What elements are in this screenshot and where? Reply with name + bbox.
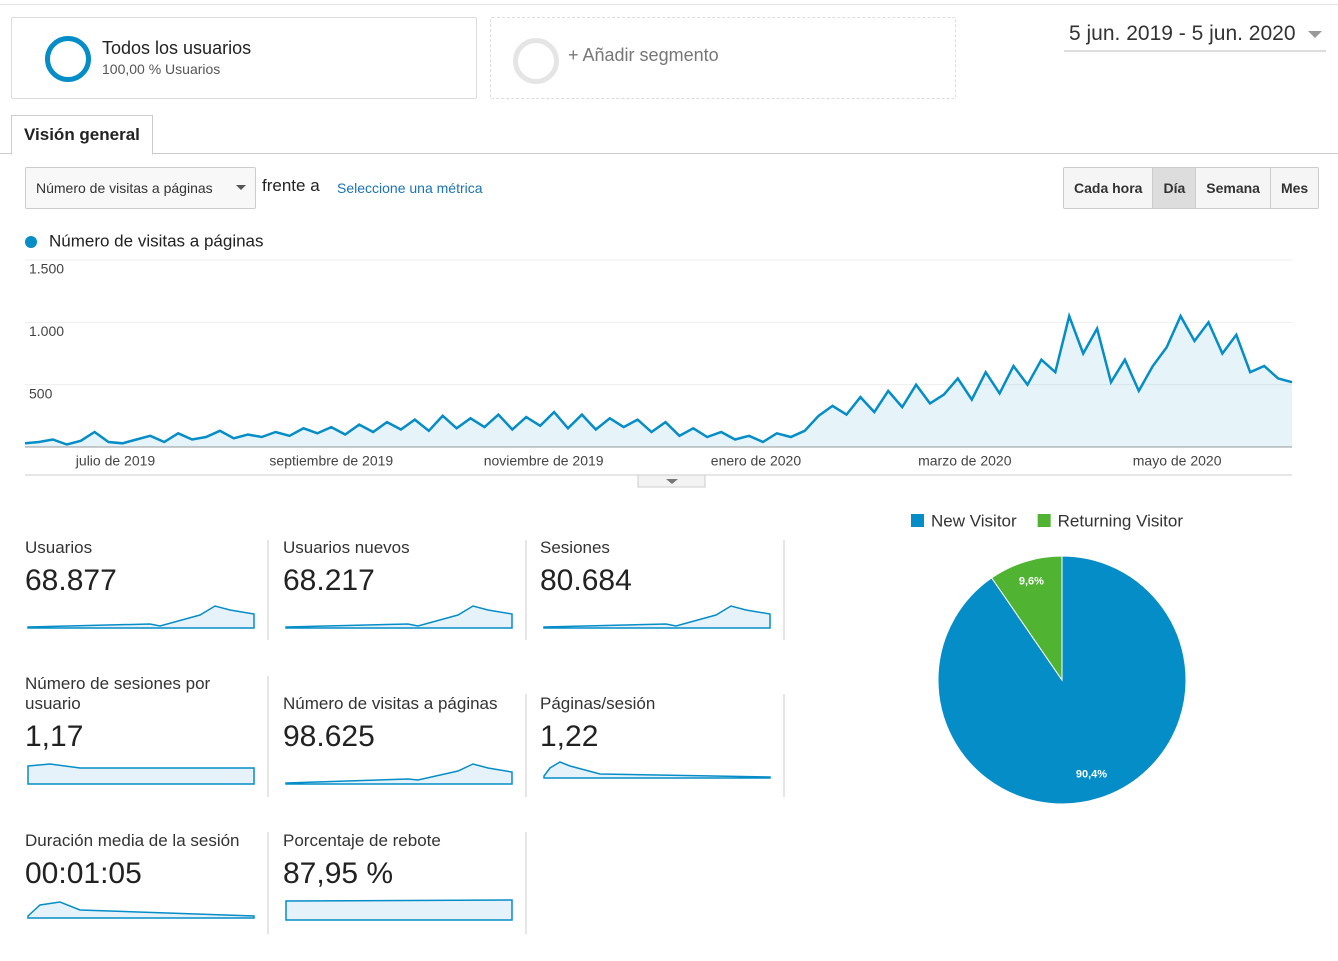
metric-label: Páginas/sesión [540,694,656,713]
metric-value: 80.684 [540,564,632,597]
select-metric[interactable]: Seleccione una métrica [337,180,483,196]
tab-line [0,153,1338,154]
x-tick-label: julio de 2019 [75,453,156,469]
segment-subtitle: 100,00 % Usuarios [102,61,221,77]
sparkline [285,605,513,629]
metric-label: Duración media de la sesión [25,831,240,850]
segment-card[interactable]: Todos los usuarios 100,00 % Usuarios [11,17,477,99]
add-segment[interactable]: + Añadir segmento [490,17,956,99]
top-border [0,4,1338,5]
metric-card: Páginas/sesión 1,22 [540,694,780,754]
metric-label: Sesiones [540,538,610,557]
x-tick-label: septiembre de 2019 [269,453,393,469]
legend-dot [25,236,37,248]
metric-value: 00:01:05 [25,857,142,890]
legend-label: Número de visitas a páginas [49,231,264,250]
pie-label: 90,4% [1076,769,1107,781]
y-tick-label: 1.500 [29,261,64,277]
legend-swatch [1037,514,1051,527]
x-tick-label: enero de 2020 [711,453,802,469]
granularity: Cada hora Día Semana Mes [1063,167,1320,209]
y-tick-label: 500 [29,385,53,401]
versus: frente a [262,176,320,195]
metric-card: Duración media de la sesión 00:01:05 [25,831,265,891]
dropdown-text: Número de visitas a páginas [36,180,213,196]
metric-card: Número de sesiones por usuario 1,17 [25,674,265,754]
handle-arrow [666,479,678,484]
legend-label: New Visitor [931,511,1017,530]
metric-label: Número de sesiones por usuario [25,674,211,713]
metric-card: Usuarios nuevos 68.217 [283,538,523,598]
metric-value: 1,17 [25,720,84,753]
tab[interactable]: Visión general [11,115,153,155]
add-segment-text: + Añadir segmento [568,45,719,65]
metric-label: Usuarios [25,538,93,557]
date-text: 5 jun. 2019 - 5 jun. 2020 [1069,22,1296,45]
sparkline [285,763,513,785]
metric-value: 98.625 [283,720,375,753]
segment-title: Todos los usuarios [102,38,252,58]
sparkline [543,761,771,779]
metric-label: Usuarios nuevos [283,538,410,557]
x-tick-label: mayo de 2020 [1133,453,1222,469]
metric-card: Número de visitas a páginas 98.625 [283,694,523,754]
button[interactable]: Mes [1269,168,1319,208]
sparkline [27,763,255,785]
sparkline [285,899,513,921]
sparklines [27,605,771,921]
metric-card: Sesiones 80.684 [540,538,780,598]
metric-card: Usuarios 68.877 [25,538,265,598]
line [24,311,1293,446]
add-icon [513,38,559,84]
metric-label: Porcentaje de rebote [283,831,441,850]
date-range[interactable]: 5 jun. 2019 - 5 jun. 2020 [1064,22,1326,52]
metric-value: 87,95 % [283,857,394,890]
segment-icon [45,36,91,82]
button[interactable]: Cada hora [1063,168,1153,208]
x-tick-label: marzo de 2020 [918,453,1012,469]
metric-value: 68.877 [25,564,117,597]
sparkline [27,901,255,919]
sparkline [543,605,771,629]
metric-dropdown[interactable]: Número de visitas a páginas [25,167,256,209]
sparkline [27,605,255,629]
pie-label: 9,6% [1019,576,1044,588]
x-tick-label: noviembre de 2019 [484,453,604,469]
y-tick-label: 1.000 [29,323,64,339]
legend-swatch [911,514,924,527]
metric-card: Porcentaje de rebote 87,95 % [283,831,523,891]
area [25,316,1292,447]
button[interactable]: Día [1152,168,1196,208]
card-dividers [267,540,785,934]
metric-value: 68.217 [283,564,375,597]
caret [236,185,246,195]
pie-slice [990,555,1063,682]
legend-label: Returning Visitor [1058,511,1184,530]
caret [1308,31,1322,45]
metric-value: 1,22 [540,720,599,753]
button[interactable]: Semana [1195,168,1270,208]
metric-label: Número de visitas a páginas [283,694,498,713]
